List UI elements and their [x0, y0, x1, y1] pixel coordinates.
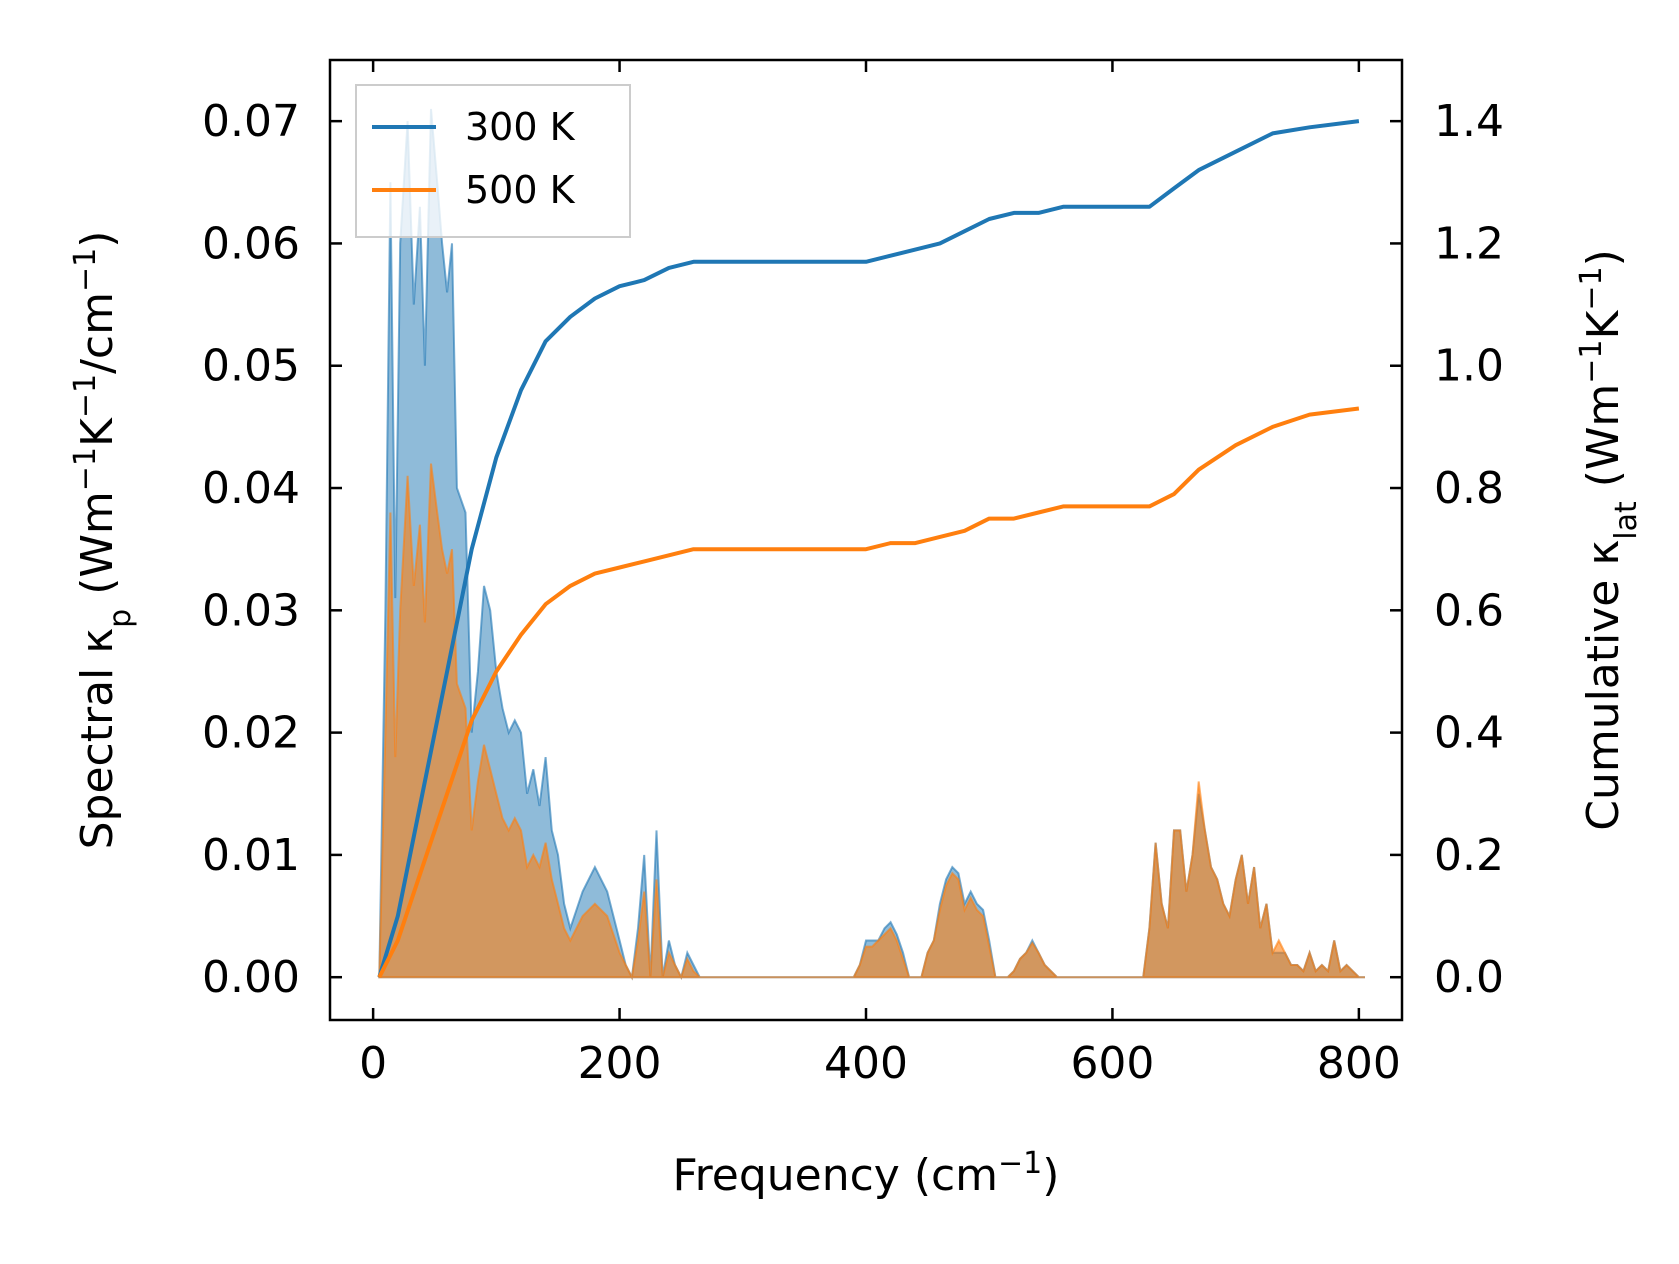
x-tick-label: 0 [359, 1038, 387, 1089]
y-left-tick-label: 0.06 [202, 218, 300, 269]
y-right-tick-label: 1.2 [1434, 218, 1504, 269]
y-left-tick-label: 0.02 [202, 708, 300, 759]
x-tick-label: 400 [824, 1038, 908, 1089]
spectral-fill-layer [378, 108, 1365, 981]
tick-layer: 0 200 400 600 800 0.00 0.01 0.02 0.03 0.04 0.05 0.0… [202, 60, 1504, 1089]
legend-label-500k: 500 K [465, 168, 576, 212]
x-tick-label: 200 [578, 1038, 662, 1089]
legend: 300 K 500 K [355, 84, 631, 238]
x-axis-label: Frequency (cm−1) [673, 1146, 1060, 1202]
y-left-tick-label: 0.05 [202, 341, 300, 392]
y-left-tick-label: 0.04 [202, 463, 300, 514]
legend-box [355, 84, 631, 238]
y-left-tick-label: 0.00 [202, 952, 300, 1003]
y-right-tick-label: 0.8 [1434, 463, 1504, 514]
legend-label-300k: 300 K [465, 105, 576, 149]
x-tick-label: 800 [1317, 1038, 1401, 1089]
y-left-tick-label: 0.03 [202, 585, 300, 636]
cumulative-line-300k [377, 119, 1360, 978]
spectral-area-500k [378, 463, 1365, 981]
y-right-tick-label: 0.2 [1434, 830, 1504, 881]
y-right-tick-label: 1.0 [1434, 341, 1504, 392]
y-right-tick-label: 0.0 [1434, 952, 1504, 1003]
y-left-tick-label: 0.07 [202, 96, 300, 147]
x-tick-label: 600 [1070, 1038, 1154, 1089]
y-right-tick-label: 0.6 [1434, 585, 1504, 636]
y-left-tick-label: 0.01 [202, 830, 300, 881]
y-right-tick-label: 1.4 [1434, 96, 1504, 147]
y-right-tick-label: 0.4 [1434, 708, 1504, 759]
line-layer [377, 119, 1360, 979]
cumulative-line-500k [377, 406, 1360, 979]
